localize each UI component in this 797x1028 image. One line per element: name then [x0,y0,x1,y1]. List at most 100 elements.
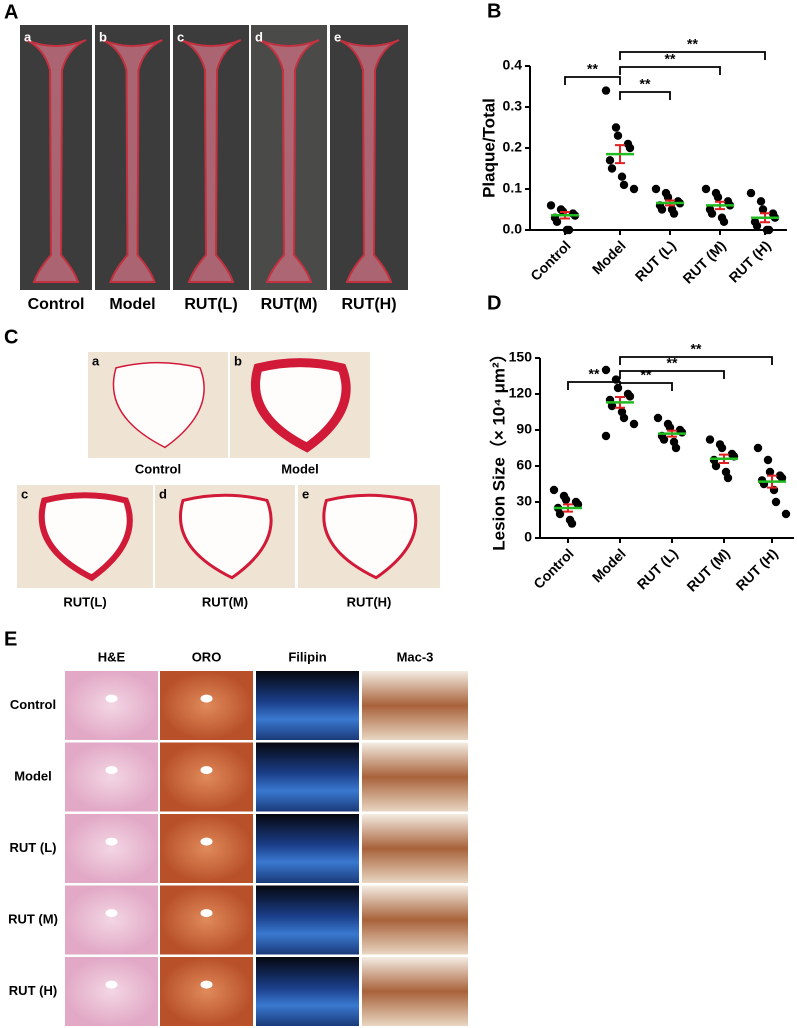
label: 0.3 [503,98,523,114]
point [619,180,629,190]
stain-image [160,957,253,1026]
label: RUT(M) [202,594,248,609]
label: ORO [192,649,222,664]
point [764,225,774,235]
point [629,419,639,429]
label: b [99,29,107,44]
label: RUT (H) [726,237,774,285]
label: e [302,486,309,501]
vessel [105,980,118,989]
lumen [250,358,351,453]
label: Lesion Size（× 10⁴ μm²） [488,345,508,550]
point [717,443,727,453]
point [763,455,773,465]
label: RUT (L) [10,840,57,855]
point [659,435,669,444]
label: e [334,29,341,44]
label: RUT (H) [733,545,781,593]
stain-image [256,885,359,955]
vessel [105,837,118,846]
stain-image [160,814,253,883]
point [713,193,723,202]
label: RUT (M) [683,545,732,594]
point [573,500,583,509]
label: c [21,486,28,501]
label: Control [527,237,574,284]
label: D [487,292,501,314]
label: 120 [509,385,533,401]
vessel [200,766,213,775]
point [629,184,639,194]
point [719,217,729,226]
lumen [112,361,205,449]
point [607,401,617,411]
label: Model [589,237,629,277]
label: Model [589,545,629,585]
stain-image [256,742,359,812]
significance-bracket [619,382,673,391]
stain-image [362,814,468,883]
point [723,473,733,483]
significance-bracket [619,370,725,379]
stain-image [256,957,359,1026]
label: RUT (L) [634,545,681,592]
label: Control [28,296,85,313]
significance-bracket [619,66,721,75]
label: RUT(M) [261,296,318,313]
label: RUT(H) [347,594,392,609]
point [753,443,763,453]
label: Plaque/Total [479,98,498,198]
label: RUT(L) [184,296,237,313]
point [705,435,715,444]
point [746,188,756,198]
label: 0.2 [503,139,523,155]
aorta [338,39,400,283]
point [765,467,775,477]
significance-bracket [567,381,621,390]
label: RUT (H) [9,983,57,998]
point [567,519,577,528]
vessel [200,909,213,918]
label: 30 [516,493,532,509]
stain-image [65,742,158,812]
stain-image [65,671,158,740]
label: RUT(L) [63,594,106,609]
point [605,156,615,165]
point [625,143,635,153]
label: 150 [509,349,533,365]
significance-bracket [619,51,766,60]
aorta [180,39,242,283]
label: 60 [516,457,532,473]
lumen [322,493,418,580]
aorta [258,39,320,283]
vessel [200,694,213,703]
aorta [102,39,163,283]
label: a [24,29,32,44]
point [781,509,791,519]
vessel [200,980,213,989]
label: C [4,326,18,348]
label: 90 [516,421,532,437]
point [707,209,717,218]
point [758,205,768,214]
label: d [255,29,263,44]
point [613,131,623,140]
lumen [38,492,133,582]
label: ** [589,366,600,382]
point [601,365,611,375]
point [613,383,623,393]
point [601,431,611,441]
label: Model [281,461,319,476]
point [657,205,667,214]
label: A [4,1,18,23]
point [617,172,627,181]
label: a [92,353,100,368]
label: Control [530,545,577,592]
label: Mac-3 [397,649,434,664]
point [625,392,635,401]
label: d [159,486,167,501]
label: Model [14,768,52,783]
label: 0 [524,529,532,545]
label: E [4,628,17,650]
label: B [487,0,501,22]
